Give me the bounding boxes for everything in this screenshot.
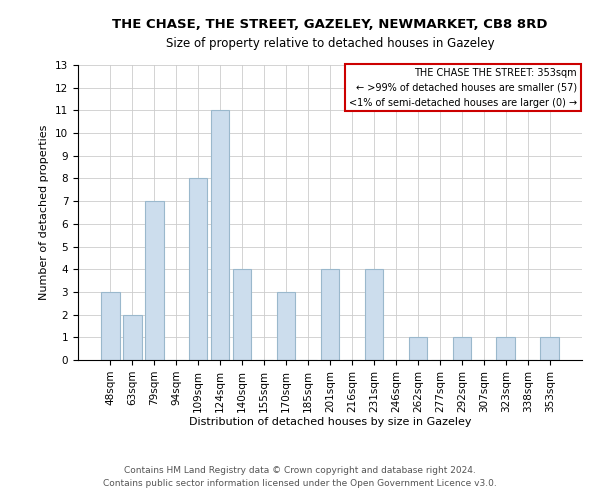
Bar <box>189 178 208 360</box>
Bar <box>452 338 471 360</box>
Bar <box>277 292 295 360</box>
Bar <box>211 110 229 360</box>
Bar <box>365 269 383 360</box>
Y-axis label: Number of detached properties: Number of detached properties <box>40 125 49 300</box>
Bar <box>123 314 142 360</box>
Bar <box>145 201 164 360</box>
Bar <box>541 338 559 360</box>
Bar <box>496 338 515 360</box>
Text: THE CHASE THE STREET: 353sqm
← >99% of detached houses are smaller (57)
<1% of s: THE CHASE THE STREET: 353sqm ← >99% of d… <box>349 68 577 108</box>
Text: THE CHASE, THE STREET, GAZELEY, NEWMARKET, CB8 8RD: THE CHASE, THE STREET, GAZELEY, NEWMARKE… <box>112 18 548 30</box>
Bar <box>409 338 427 360</box>
Bar <box>320 269 340 360</box>
Bar <box>101 292 119 360</box>
Text: Size of property relative to detached houses in Gazeley: Size of property relative to detached ho… <box>166 38 494 51</box>
X-axis label: Distribution of detached houses by size in Gazeley: Distribution of detached houses by size … <box>189 418 471 428</box>
Text: Contains HM Land Registry data © Crown copyright and database right 2024.
Contai: Contains HM Land Registry data © Crown c… <box>103 466 497 487</box>
Bar <box>233 269 251 360</box>
